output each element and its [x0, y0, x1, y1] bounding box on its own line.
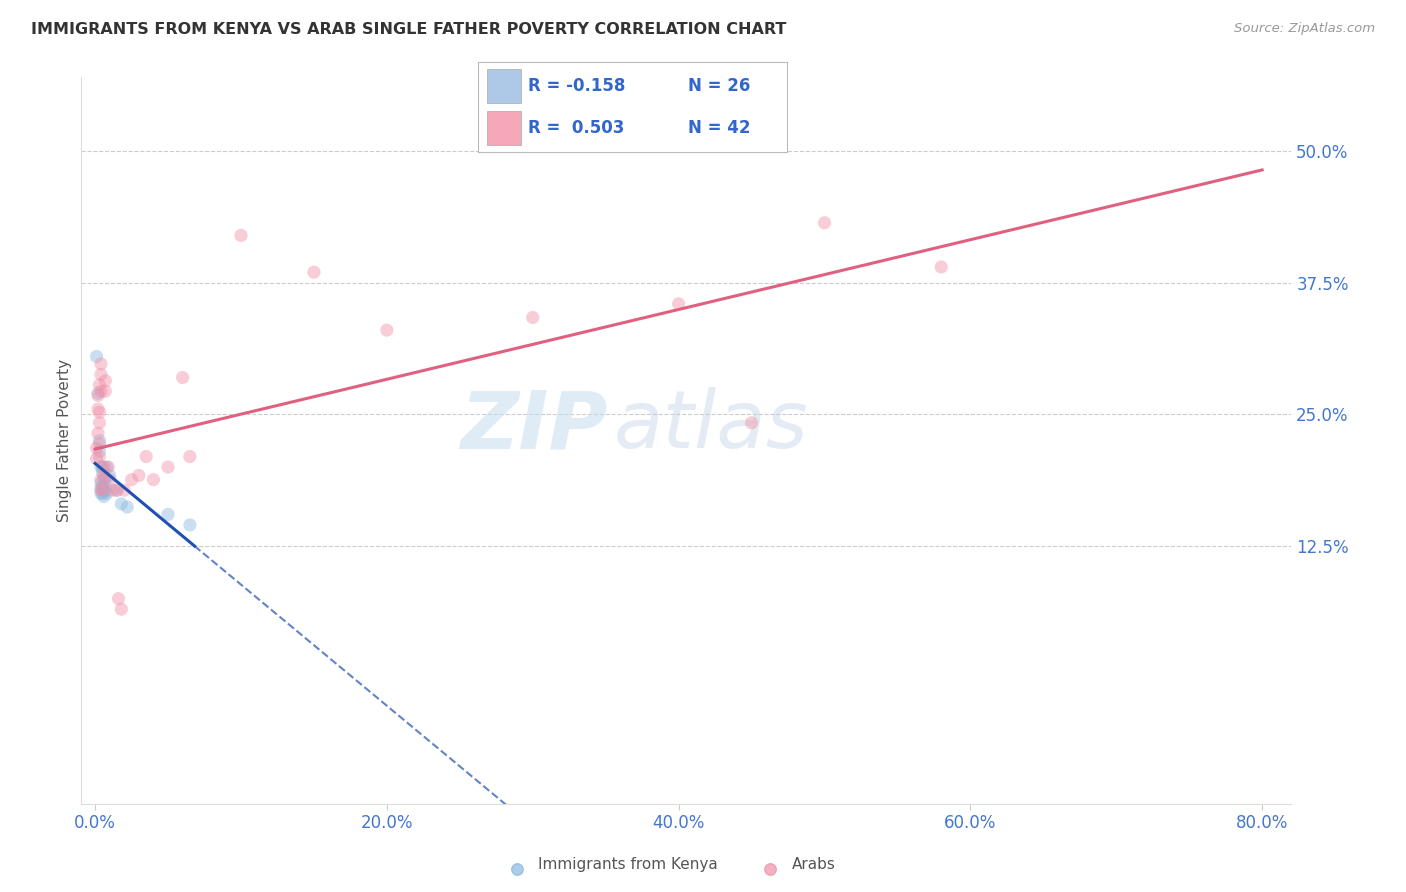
Point [90, 368, 112, 382]
Point [179, 450, 201, 464]
Point [97, 460, 120, 475]
Point [813, 216, 835, 230]
Point [135, 450, 157, 464]
Point [93, 490, 115, 504]
Point [93, 468, 115, 483]
Point [90, 475, 112, 490]
Point [89, 405, 111, 419]
Point [94, 470, 117, 484]
Point [89, 378, 111, 392]
Point [89, 437, 111, 451]
Point [91, 486, 114, 500]
Point [89, 416, 111, 430]
Text: Source: ZipAtlas.com: Source: ZipAtlas.com [1234, 22, 1375, 36]
Point [121, 473, 143, 487]
Point [668, 297, 690, 311]
Point [89, 434, 111, 448]
Text: atlas: atlas [613, 387, 808, 466]
Point [157, 508, 180, 522]
Point [157, 460, 180, 475]
Point [506, 862, 529, 876]
Point [86, 350, 108, 364]
Point [90, 483, 112, 498]
Point [89, 444, 111, 458]
Point [87, 426, 110, 441]
Point [93, 473, 115, 487]
Point [929, 260, 952, 274]
Point [98, 473, 121, 487]
Point [90, 357, 112, 371]
Point [110, 497, 132, 511]
Text: R = -0.158: R = -0.158 [527, 77, 624, 95]
Point [90, 486, 112, 500]
Point [101, 483, 124, 498]
Text: Immigrants from Kenya: Immigrants from Kenya [538, 857, 718, 872]
Text: N = 42: N = 42 [689, 120, 751, 137]
Point [741, 416, 763, 430]
Point [94, 479, 117, 493]
Point [91, 465, 114, 479]
Point [91, 479, 114, 493]
Text: R =  0.503: R = 0.503 [527, 120, 624, 137]
Point [98, 468, 121, 483]
Point [87, 386, 110, 401]
Point [105, 483, 128, 498]
Point [91, 460, 114, 475]
Point [94, 483, 117, 498]
Point [90, 481, 112, 495]
Point [112, 483, 135, 498]
Point [90, 460, 112, 475]
Point [96, 486, 118, 500]
Point [142, 473, 165, 487]
Point [115, 500, 138, 514]
Point [522, 310, 544, 325]
Point [110, 602, 132, 616]
Point [375, 323, 398, 337]
Point [759, 862, 782, 876]
Point [94, 384, 117, 399]
Bar [488, 112, 522, 145]
Text: ZIP: ZIP [460, 387, 607, 466]
Point [90, 384, 112, 399]
Point [86, 451, 108, 466]
Text: IMMIGRANTS FROM KENYA VS ARAB SINGLE FATHER POVERTY CORRELATION CHART: IMMIGRANTS FROM KENYA VS ARAB SINGLE FAT… [31, 22, 786, 37]
Point [94, 374, 117, 388]
Point [107, 591, 129, 606]
Point [105, 483, 128, 498]
Point [229, 228, 252, 243]
Point [96, 460, 118, 475]
Point [128, 468, 150, 483]
Point [89, 450, 111, 464]
Y-axis label: Single Father Poverty: Single Father Poverty [58, 359, 72, 523]
Point [91, 483, 114, 498]
Point [93, 483, 115, 498]
Point [302, 265, 325, 279]
Text: N = 26: N = 26 [689, 77, 751, 95]
Point [90, 473, 112, 487]
Point [87, 388, 110, 402]
Point [86, 441, 108, 455]
Bar [488, 69, 522, 103]
Point [172, 370, 194, 384]
Point [93, 460, 115, 475]
Point [87, 402, 110, 417]
Point [179, 518, 201, 533]
Text: Arabs: Arabs [792, 857, 835, 872]
